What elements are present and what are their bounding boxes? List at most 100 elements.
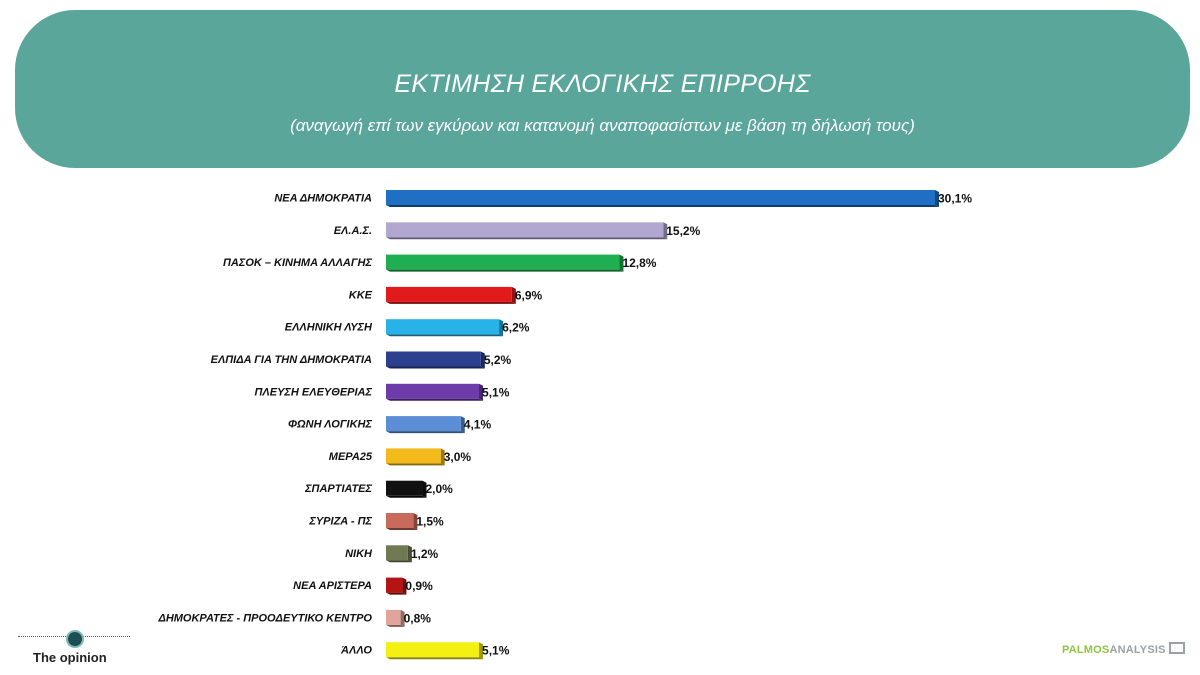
bar-side <box>440 448 445 466</box>
bar-bottom <box>386 560 412 563</box>
bar <box>386 577 403 593</box>
bar-bottom <box>386 495 427 498</box>
bar-side <box>511 286 516 304</box>
bar-bottom <box>386 398 484 401</box>
bar-side <box>400 609 405 627</box>
value-label: 4,1% <box>464 418 492 432</box>
title-banner: ΕΚΤΙΜΗΣΗ ΕΚΛΟΓΙΚΗΣ ΕΠΙΡΡΟΗΣ (αναγωγή επί… <box>15 10 1190 168</box>
value-label: 15,2% <box>666 224 700 238</box>
palmos-analysis-logo: PALMOSANALYSIS <box>1062 642 1185 656</box>
value-label: 5,2% <box>484 353 512 367</box>
analysis-text: ANALYSIS <box>1109 644 1166 656</box>
bar <box>386 351 481 367</box>
bar-row: ΦΩΝΗ ΛΟΓΙΚΗΣ 4,1% <box>288 416 492 434</box>
chart-subtitle: (αναγωγή επί των εγκύρων και κατανομή αν… <box>290 116 915 135</box>
bar-bottom <box>386 269 624 272</box>
logo-box-icon <box>1168 642 1185 654</box>
value-label: 5,1% <box>482 385 510 399</box>
bar <box>386 448 441 464</box>
bar <box>386 545 408 561</box>
bar-bottom <box>386 624 405 627</box>
bar-side <box>407 545 412 563</box>
palmos-text: PALMOS <box>1062 644 1110 656</box>
bar-side <box>480 351 485 369</box>
bar-row: ΝΕΑ ΑΡΙΣΤΕΡΑ 0,9% <box>293 577 433 595</box>
bar-side <box>935 190 939 207</box>
bar-side <box>460 416 465 434</box>
category-label: ΚΚΕ <box>349 289 373 301</box>
bar-row: ΜΕΡΑ25 3,0% <box>329 448 472 466</box>
category-label: ΦΩΝΗ ΛΟΓΙΚΗΣ <box>288 419 372 431</box>
value-label: 6,9% <box>515 288 543 302</box>
category-label: ΣΥΡΙΖΑ - ΠΣ <box>308 516 372 528</box>
category-label: ΆΛΛΟ <box>340 645 372 657</box>
value-label: 0,9% <box>405 579 433 593</box>
value-label: 1,2% <box>411 547 439 561</box>
bar <box>386 222 664 238</box>
value-label: 30,1% <box>938 192 972 206</box>
bar-row: ΕΛΠΙΔΑ ΓΙΑ ΤΗΝ ΔΗΜΟΚΡΑΤΙΑ 5,2% <box>211 351 512 369</box>
the-opinion-name: The opinion <box>33 650 107 665</box>
bar-row: ΚΚΕ 6,9% <box>349 286 543 304</box>
value-label: 3,0% <box>444 450 472 464</box>
bar-row: ΠΛΕΥΣΗ ΕΛΕΥΘΕΡΙΑΣ 5,1% <box>255 383 510 401</box>
bar <box>386 642 480 658</box>
bar <box>386 190 935 205</box>
chart-title: ΕΚΤΙΜΗΣΗ ΕΚΛΟΓΙΚΗΣ ΕΠΙΡΡΟΗΣ <box>394 70 811 98</box>
bar <box>386 416 461 432</box>
bar-side <box>619 254 624 272</box>
bar-row: ΝΙΚΗ 1,2% <box>345 545 439 563</box>
bar-bottom <box>386 237 668 240</box>
bar-row: ΔΗΜΟΚΡΑΤΕΣ - ΠΡΟΟΔΕΥΤΙΚΟ ΚΕΝΤΡΟ 0,8% <box>157 609 432 627</box>
bar-side <box>499 319 504 337</box>
bar-bottom <box>386 431 465 434</box>
category-label: ΕΛΛΗΝΙΚΗ ΛΥΣΗ <box>285 322 373 334</box>
eye-icon <box>68 632 82 646</box>
category-label: ΠΛΕΥΣΗ ΕΛΕΥΘΕΡΙΑΣ <box>255 386 373 398</box>
bar-bottom <box>386 657 484 660</box>
value-label: 5,1% <box>482 644 510 658</box>
category-label: ΣΠΑΡΤΙΑΤΕΣ <box>304 483 372 495</box>
value-label: 6,2% <box>502 321 530 335</box>
bar-row: ΕΛ.Α.Σ. 15,2% <box>334 222 701 240</box>
bar-side <box>663 222 668 240</box>
bar-row: ΕΛΛΗΝΙΚΗ ΛΥΣΗ 6,2% <box>285 319 530 337</box>
bar-side <box>479 383 484 401</box>
bar-bottom <box>386 528 418 530</box>
bar-bottom <box>386 463 445 466</box>
bar <box>386 383 480 399</box>
category-label: ΔΗΜΟΚΡΑΤΕΣ - ΠΡΟΟΔΕΥΤΙΚΟ ΚΕΝΤΡΟ <box>157 612 372 624</box>
bar-row: ΝΕΑ ΔΗΜΟΚΡΑΤΙΑ 30,1% <box>274 190 972 207</box>
bar-bottom <box>386 301 516 304</box>
category-label: ΕΛΠΙΔΑ ΓΙΑ ΤΗΝ ΔΗΜΟΚΡΑΤΙΑ <box>211 354 372 366</box>
category-label: ΝΕΑ ΑΡΙΣΤΕΡΑ <box>293 580 372 592</box>
bar-bottom <box>386 205 939 207</box>
bar-bottom <box>386 366 485 369</box>
bar-row: ΣΥΡΙΖΑ - ΠΣ 1,5% <box>308 513 444 530</box>
value-label: 12,8% <box>622 256 656 270</box>
bar <box>386 513 414 528</box>
category-label: ΜΕΡΑ25 <box>329 451 373 463</box>
value-label: 1,5% <box>416 515 444 529</box>
bar-side <box>479 642 484 660</box>
bar <box>386 609 401 625</box>
bar-side <box>413 513 418 530</box>
bar <box>386 480 423 496</box>
bar-bottom <box>386 334 504 337</box>
bar <box>386 286 512 302</box>
bar <box>386 254 620 270</box>
category-label: ΕΛ.Α.Σ. <box>334 225 372 237</box>
category-label: ΝΕΑ ΔΗΜΟΚΡΑΤΙΑ <box>274 193 372 205</box>
category-label: ΝΙΚΗ <box>345 548 373 560</box>
bar-row: ΠΑΣΟΚ – ΚΙΝΗΜΑ ΑΛΛΑΓΗΣ 12,8% <box>223 254 657 272</box>
bar-side <box>402 577 407 595</box>
value-label: 0,8% <box>404 611 432 625</box>
category-label: ΠΑΣΟΚ – ΚΙΝΗΜΑ ΑΛΛΑΓΗΣ <box>223 257 373 269</box>
bar-row: ΆΛΛΟ 5,1% <box>340 642 510 660</box>
bar-bottom <box>386 592 407 595</box>
bar <box>386 319 500 335</box>
bar-row: ΣΠΑΡΤΙΑΤΕΣ 2,0% <box>304 480 453 498</box>
the-opinion-logo: The opinion <box>18 632 138 668</box>
bar-side <box>422 480 427 498</box>
